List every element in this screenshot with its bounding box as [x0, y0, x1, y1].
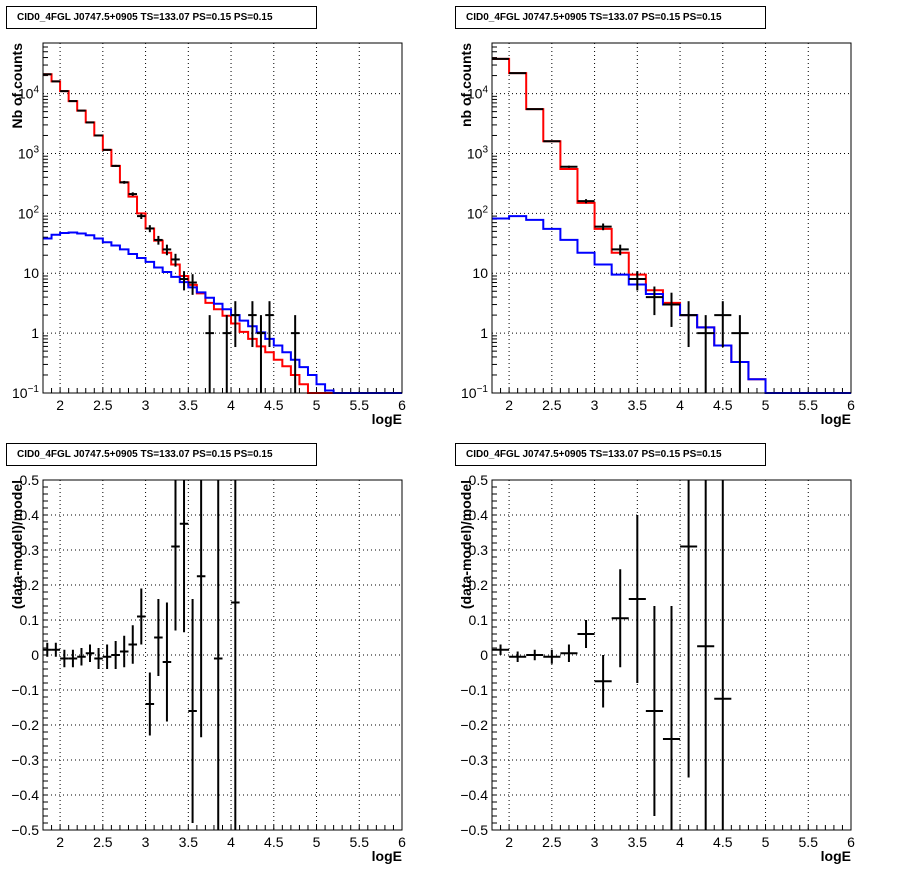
y-tick-label: −0.1 — [460, 682, 488, 698]
chart-title: CID0_4FGL J0747.5+0905 TS=133.07 PS=0.15… — [455, 443, 766, 466]
residual-chart-left: 2 2.5 3 3.5 4 4.5 5 5.5 6 −0.5 −0.4 −0.3 −0.2 −0.1 0 0.… — [9, 472, 406, 864]
x-tick-label: 6 — [847, 834, 855, 850]
x-tick-label: 4 — [676, 397, 684, 413]
y-tick-label: 0.4 — [469, 507, 489, 523]
x-tick-label: 2 — [56, 397, 64, 413]
chart-title: CID0_4FGL J0747.5+0905 TS=133.07 PS=0.15… — [455, 6, 766, 29]
plot-frame — [491, 42, 852, 394]
x-tick-label: 5.5 — [350, 834, 370, 850]
y-tick-label: 103 — [18, 144, 40, 161]
x-tick-label: 3 — [591, 834, 599, 850]
x-tick-label: 2 — [505, 834, 513, 850]
pad-bottom-left: CID0_4FGL J0747.5+0905 TS=133.07 PS=0.15… — [0, 437, 449, 875]
y-tick-label: 0.5 — [469, 472, 489, 488]
x-tick-label: 5 — [762, 834, 770, 850]
y-tick-label: −0.5 — [460, 822, 488, 838]
y-tick-label: −0.4 — [11, 787, 39, 803]
y-tick-label: 102 — [18, 204, 40, 221]
x-axis-label: logE — [372, 411, 402, 427]
x-tick-label: 2 — [505, 397, 513, 413]
model-series-line — [43, 231, 402, 394]
y-tick-label: −0.1 — [11, 682, 39, 698]
x-tick-label: 4.5 — [264, 397, 284, 413]
y-tick-label: 1 — [31, 325, 39, 341]
x-tick-label: 3.5 — [628, 834, 648, 850]
chart-title: CID0_4FGL J0747.5+0905 TS=133.07 PS=0.15… — [6, 443, 317, 466]
model-series-line — [492, 57, 851, 394]
y-tick-label: 10−1 — [12, 384, 39, 401]
y-tick-label: 104 — [18, 85, 40, 102]
x-tick-label: 4.5 — [713, 834, 733, 850]
y-tick-label: 10 — [472, 265, 488, 281]
y-tick-label: 0.1 — [20, 612, 40, 628]
y-axis-label: nb of counts — [458, 43, 474, 127]
y-tick-label: −0.2 — [11, 717, 39, 733]
y-tick-label: 10 — [23, 265, 39, 281]
x-tick-label: 4.5 — [264, 834, 284, 850]
x-tick-label: 6 — [398, 834, 406, 850]
pad-top-left: CID0_4FGL J0747.5+0905 TS=133.07 PS=0.15… — [0, 0, 449, 437]
chart-title: CID0_4FGL J0747.5+0905 TS=133.07 PS=0.15… — [6, 6, 317, 29]
residual-chart-right: 2 2.5 3 3.5 4 4.5 5 5.5 6 −0.5 −0.4 −0.3 −0.2 −0.1 0 0.… — [458, 472, 855, 864]
y-tick-label: −0.5 — [11, 822, 39, 838]
x-tick-label: 4 — [227, 834, 235, 850]
x-axis-label: logE — [821, 848, 851, 864]
model-series-line — [43, 73, 402, 394]
x-tick-label: 2.5 — [542, 834, 562, 850]
x-tick-label: 5 — [313, 834, 321, 850]
x-tick-label: 4 — [227, 397, 235, 413]
y-axis-label: (data-model)/model — [458, 480, 474, 609]
y-tick-label: 0 — [480, 647, 488, 663]
counts-chart-right: 2 2.5 3 3.5 4 4.5 5 5.5 6 10−1 1 10 102 103 104 logE nb … — [458, 42, 855, 427]
y-tick-label: −0.3 — [11, 752, 39, 768]
x-tick-label: 2.5 — [93, 834, 113, 850]
plot-frame — [42, 479, 403, 831]
y-tick-label: 0.1 — [469, 612, 489, 628]
x-tick-label: 5 — [762, 397, 770, 413]
y-tick-label: −0.3 — [460, 752, 488, 768]
x-tick-label: 2 — [56, 834, 64, 850]
x-tick-label: 3.5 — [179, 834, 199, 850]
x-tick-label: 3 — [142, 397, 150, 413]
y-axis-label: (data-model)/model — [9, 480, 25, 609]
x-tick-label: 3.5 — [179, 397, 199, 413]
x-tick-label: 5.5 — [350, 397, 370, 413]
pad-bottom-right: CID0_4FGL J0747.5+0905 TS=133.07 PS=0.15… — [449, 437, 898, 875]
x-tick-label: 4.5 — [713, 397, 733, 413]
y-tick-label: 0.3 — [469, 542, 489, 558]
x-tick-label: 3 — [142, 834, 150, 850]
pad-top-right: CID0_4FGL J0747.5+0905 TS=133.07 PS=0.15… — [449, 0, 898, 437]
y-tick-label: 0 — [31, 647, 39, 663]
y-axis-label: Nb of counts — [9, 43, 25, 129]
x-tick-label: 5 — [313, 397, 321, 413]
y-tick-label: 0.2 — [20, 577, 40, 593]
plot-frame — [42, 42, 403, 394]
x-axis-label: logE — [372, 848, 402, 864]
y-tick-label: 104 — [467, 85, 489, 102]
x-tick-label: 4 — [676, 834, 684, 850]
x-tick-label: 3 — [591, 397, 599, 413]
x-tick-label: 3.5 — [628, 397, 648, 413]
y-tick-label: 0.2 — [469, 577, 489, 593]
x-tick-label: 5.5 — [799, 834, 819, 850]
y-tick-label: 1 — [480, 325, 488, 341]
counts-chart-left: 2 2.5 3 3.5 4 4.5 5 5.5 6 10−1 1 10 102 103 104 logE Nb … — [9, 42, 406, 427]
x-tick-label: 5.5 — [799, 397, 819, 413]
x-tick-label: 2.5 — [542, 397, 562, 413]
y-tick-label: −0.2 — [460, 717, 488, 733]
x-tick-label: 6 — [847, 397, 855, 413]
y-tick-label: 0.5 — [20, 472, 40, 488]
x-tick-label: 2.5 — [93, 397, 113, 413]
y-tick-label: −0.4 — [460, 787, 488, 803]
y-tick-label: 10−1 — [461, 384, 488, 401]
plot-frame — [491, 479, 852, 831]
x-axis-label: logE — [821, 411, 851, 427]
y-tick-label: 102 — [467, 204, 489, 221]
x-tick-label: 6 — [398, 397, 406, 413]
y-tick-label: 0.4 — [20, 507, 40, 523]
y-tick-label: 0.3 — [20, 542, 40, 558]
y-tick-label: 103 — [467, 144, 489, 161]
